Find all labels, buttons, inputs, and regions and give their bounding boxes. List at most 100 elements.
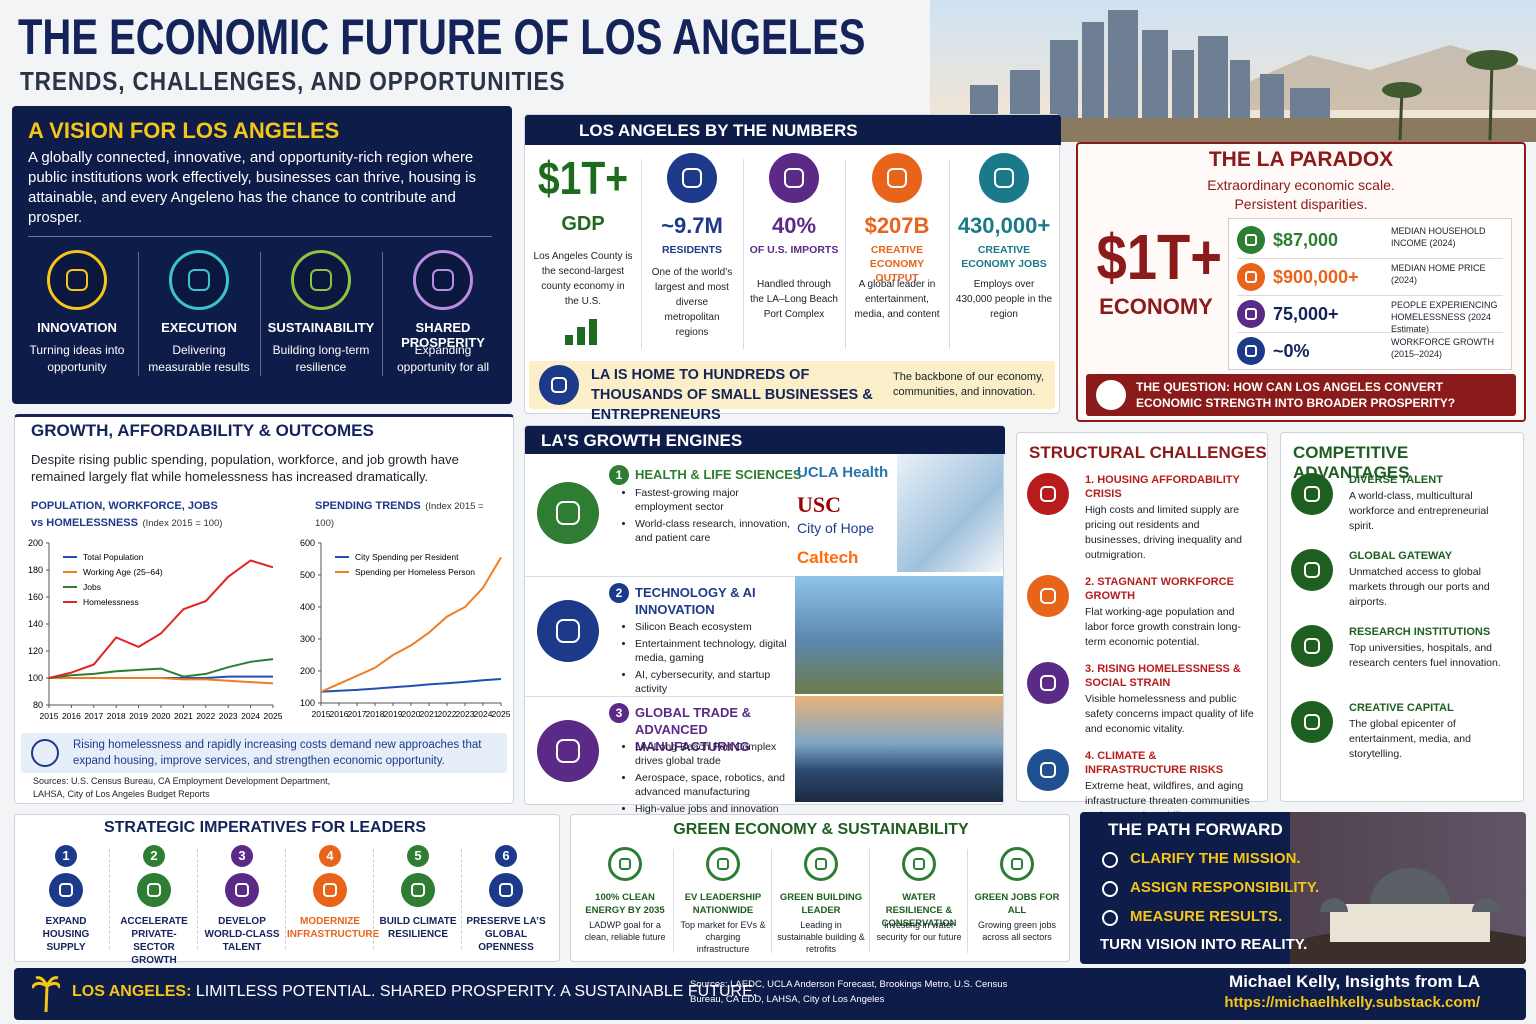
green-title: GREEN ECONOMY & SUSTAINABILITY (673, 821, 969, 838)
engine-bullets: LA–Long Beach Port Complex drives global… (621, 740, 797, 819)
engine-bullets: Silicon Beach ecosystem Entertainment tec… (621, 620, 797, 699)
stat-desc: Los Angeles County is the second-largest… (533, 251, 633, 307)
stat-value: 430,000+ (957, 213, 1051, 238)
list-item: 4. CLIMATE & INFRASTRUCTURE RISKS Extreme… (1027, 749, 1257, 824)
legend-label: Jobs (83, 582, 101, 592)
x-tick-label: 2023 (219, 711, 238, 721)
green-title: 100% CLEAN ENERGY BY 2035 (585, 892, 665, 916)
icon (1291, 473, 1333, 515)
icon-glyph (887, 168, 907, 188)
chart-heading: POPULATION, WORKFORCE, JOBS vs HOMELESSN… (31, 497, 231, 531)
icon-bar (577, 327, 585, 345)
y-tick-label: 500 (300, 570, 315, 580)
engine-number: 2 (609, 583, 629, 603)
x-tick-label: 2022 (438, 709, 457, 719)
paradox-panel: THE LA PARADOX Extraordinary economic sc… (1076, 142, 1526, 422)
x-tick-label: 2021 (174, 711, 193, 721)
icon (225, 873, 259, 907)
icon-glyph (1245, 271, 1257, 283)
step-icon (1102, 852, 1118, 868)
icon-glyph (235, 883, 249, 897)
icon-glyph (432, 269, 454, 291)
tagline: LOS ANGELES: LIMITLESS POTENTIAL. SHARED… (72, 983, 757, 1001)
x-tick-label: 2015 (312, 709, 331, 719)
pillar-desc: Turning ideas into opportunity (29, 343, 125, 374)
photo (795, 576, 1003, 694)
challenges-panel: STRUCTURAL CHALLENGES 1. HOUSING AFFORDA… (1016, 432, 1268, 822)
icon (537, 600, 599, 662)
engine-number: 3 (609, 703, 629, 723)
icon (1237, 226, 1265, 254)
observatory-image (1290, 812, 1526, 964)
y-tick-label: 200 (300, 666, 315, 676)
icon (1027, 749, 1069, 791)
y-tick-label: 600 (300, 538, 315, 548)
icon (1237, 300, 1265, 328)
series-line (320, 556, 502, 693)
icon (537, 482, 599, 544)
imperative-label: BUILD CLIMATE RESILIENCE (379, 916, 457, 940)
callout-text: Rising homelessness and rapidly increasi… (73, 739, 482, 767)
legend-label: Working Age (25–64) (83, 567, 163, 577)
stat-value: $900,000+ (1273, 267, 1359, 287)
y-tick-label: 100 (28, 673, 43, 683)
item-title: GLOBAL GATEWAY (1349, 550, 1453, 562)
stat-value: 40% (771, 213, 817, 238)
callout: Rising homelessness and rapidly increasi… (21, 733, 507, 773)
growth-title: GROWTH, AFFORDABILITY & OUTCOMES (31, 421, 374, 440)
icon (872, 153, 922, 203)
divider (869, 849, 870, 953)
item-text: Unmatched access to global markets throu… (1349, 566, 1490, 608)
bullet: Fastest-growing major employment sector (635, 486, 797, 514)
engines-title: LA’S GROWTH ENGINES (541, 431, 743, 450)
item-list: DIVERSE TALENT A world-class, multicultur… (1291, 473, 1513, 777)
green-panel: GREEN ECONOMY & SUSTAINABILITY 100% CLEA… (570, 814, 1070, 962)
series-line (48, 658, 274, 679)
legend-label: City Spending per Resident (355, 552, 459, 562)
imperative-label: DEVELOP WORLD-CLASS TALENT (204, 916, 280, 953)
engine-number: 1 (609, 465, 629, 485)
list-item: DIVERSE TALENT A world-class, multicultur… (1291, 473, 1513, 537)
icon-glyph (1039, 485, 1057, 503)
icon-glyph (555, 500, 581, 526)
y-tick-label: 120 (28, 646, 43, 656)
divider (285, 849, 286, 949)
page-title: THE ECONOMIC FUTURE OF LOS ANGELES (18, 9, 866, 65)
icon (1291, 625, 1333, 667)
stat-value: ~9.7M (661, 213, 723, 238)
chart-title: POPULATION, WORKFORCE, JOBS vs HOMELESSN… (31, 500, 218, 529)
icon-glyph (619, 858, 631, 870)
divider (28, 236, 492, 237)
bullet: High-value jobs and innovation (635, 802, 797, 816)
item-title: CREATIVE CAPITAL (1349, 702, 1454, 714)
icon (49, 873, 83, 907)
icon-glyph (1011, 858, 1023, 870)
divider (382, 252, 383, 376)
green-desc: Growing green jobs across all sectors (977, 920, 1057, 942)
divider (260, 252, 261, 376)
icon-glyph (994, 168, 1014, 188)
growth-icon (565, 315, 601, 345)
icon-glyph (147, 883, 161, 897)
engine-title: HEALTH & LIFE SCIENCES (635, 467, 802, 482)
icon-glyph (784, 168, 804, 188)
bullet: AI, cybersecurity, and startup activity (635, 668, 797, 696)
icon (539, 365, 579, 405)
icon-glyph (411, 883, 425, 897)
partner-logo: City of Hope (797, 520, 875, 536)
series-line (320, 678, 502, 693)
x-tick-label: 2025 (264, 711, 283, 721)
icon-glyph (499, 883, 513, 897)
stat-label: WORKFORCE GROWTH (2015–2024) (1391, 337, 1494, 359)
list-item: 3. RISING HOMELESSNESS & SOCIAL STRAIN Vi… (1027, 662, 1257, 737)
legend-label: Total Population (83, 552, 144, 562)
icon-bar (565, 335, 573, 345)
imperative-number: 2 (143, 845, 165, 867)
list-item: GLOBAL GATEWAY Unmatched access to global… (1291, 549, 1513, 613)
icon (1237, 337, 1265, 365)
green-desc: Leading in sustainable building & retrof… (777, 920, 865, 954)
imperative-label: ACCELERATE PRIVATE-SECTOR GROWTH (120, 916, 188, 966)
item-list: 1. HOUSING AFFORDABILITY CRISIS High cost… (1027, 473, 1257, 836)
icon (413, 250, 473, 310)
paradox-title: THE LA PARADOX (1208, 148, 1394, 171)
